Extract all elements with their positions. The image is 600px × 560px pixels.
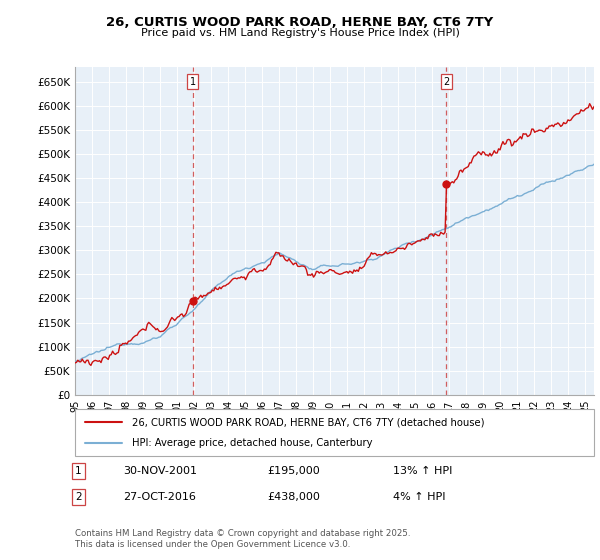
Text: £195,000: £195,000 <box>267 466 320 476</box>
Text: 2: 2 <box>75 492 82 502</box>
Text: 13% ↑ HPI: 13% ↑ HPI <box>393 466 452 476</box>
Text: 1: 1 <box>75 466 82 476</box>
Text: £438,000: £438,000 <box>267 492 320 502</box>
Text: 1: 1 <box>190 77 196 87</box>
Text: 4% ↑ HPI: 4% ↑ HPI <box>393 492 445 502</box>
Text: 30-NOV-2001: 30-NOV-2001 <box>123 466 197 476</box>
Text: 26, CURTIS WOOD PARK ROAD, HERNE BAY, CT6 7TY: 26, CURTIS WOOD PARK ROAD, HERNE BAY, CT… <box>106 16 494 29</box>
Text: HPI: Average price, detached house, Canterbury: HPI: Average price, detached house, Cant… <box>132 438 373 448</box>
Text: 26, CURTIS WOOD PARK ROAD, HERNE BAY, CT6 7TY (detached house): 26, CURTIS WOOD PARK ROAD, HERNE BAY, CT… <box>132 417 485 427</box>
Text: 2: 2 <box>443 77 449 87</box>
Text: Price paid vs. HM Land Registry's House Price Index (HPI): Price paid vs. HM Land Registry's House … <box>140 28 460 38</box>
Text: Contains HM Land Registry data © Crown copyright and database right 2025.
This d: Contains HM Land Registry data © Crown c… <box>75 529 410 549</box>
Text: 27-OCT-2016: 27-OCT-2016 <box>123 492 196 502</box>
